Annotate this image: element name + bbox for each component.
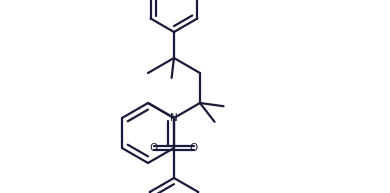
Text: O: O [190, 143, 198, 153]
Text: N: N [170, 113, 178, 123]
Text: O: O [150, 143, 158, 153]
